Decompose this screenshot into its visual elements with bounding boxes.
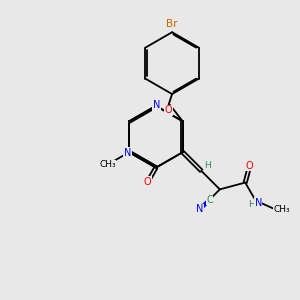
Text: N: N bbox=[255, 198, 262, 208]
Text: CH₃: CH₃ bbox=[99, 160, 116, 169]
Text: O: O bbox=[165, 105, 172, 115]
Text: C: C bbox=[206, 195, 213, 205]
Text: O: O bbox=[246, 160, 253, 170]
Text: CH₃: CH₃ bbox=[274, 205, 290, 214]
Text: N: N bbox=[196, 204, 204, 214]
Text: N: N bbox=[124, 148, 131, 158]
Text: N: N bbox=[153, 100, 160, 110]
Text: O: O bbox=[144, 177, 152, 187]
Text: H: H bbox=[248, 200, 255, 208]
Text: H: H bbox=[204, 161, 211, 170]
Text: Br: Br bbox=[166, 19, 178, 29]
